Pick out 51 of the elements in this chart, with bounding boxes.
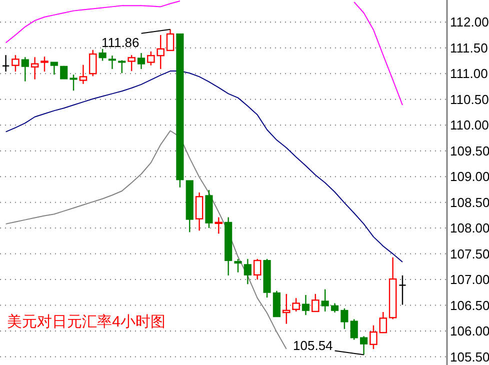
candlestick <box>214 216 223 234</box>
y-tick-label: 112.00 <box>450 14 489 30</box>
y-tick-label: 107.50 <box>450 246 489 262</box>
candlestick <box>282 293 290 324</box>
candlestick <box>350 318 358 340</box>
annotation: 105.54 <box>293 338 333 354</box>
candlestick <box>360 336 368 356</box>
candlestick <box>30 56 39 80</box>
candlestick <box>60 65 68 80</box>
candlestick <box>292 297 300 312</box>
candlestick <box>253 258 262 280</box>
y-tick-label: 111.00 <box>450 66 488 82</box>
y-tick-label: 110.00 <box>450 118 489 133</box>
candlestick <box>108 55 116 70</box>
candlestick <box>398 274 406 306</box>
candlestick <box>330 302 339 314</box>
line-series <box>5 70 403 263</box>
candlestick <box>370 324 378 350</box>
candlestick <box>340 308 348 330</box>
candlestick <box>195 192 204 232</box>
candlestick <box>79 64 88 85</box>
candlestick <box>272 290 281 318</box>
candlestick <box>379 311 388 334</box>
candlestick <box>312 293 320 312</box>
candlestick <box>21 56 29 82</box>
candlestick <box>166 28 174 52</box>
annotation: 111.86 <box>101 34 140 50</box>
y-tick-label: 111.50 <box>450 40 488 56</box>
y-tick-label: 106.00 <box>450 324 489 339</box>
y-tick-label: 105.50 <box>450 349 489 364</box>
candlestick <box>12 54 20 72</box>
candlestick <box>70 74 78 92</box>
candlestick <box>88 49 97 77</box>
candlestick <box>98 48 106 62</box>
y-tick-label: 108.00 <box>450 220 489 236</box>
candlestick <box>40 56 48 72</box>
y-tick-label: 109.50 <box>450 143 489 158</box>
y-tick-label: 108.50 <box>450 194 489 210</box>
candlestick <box>302 294 310 316</box>
y-tick-label: 110.50 <box>450 92 489 107</box>
candlestick <box>118 60 126 74</box>
y-tick-label: 106.50 <box>450 298 489 313</box>
candlestick <box>321 288 329 312</box>
candlestick <box>50 62 58 76</box>
y-tick-label: 109.00 <box>450 169 489 184</box>
candlestick <box>137 52 146 70</box>
text: 美元对日元汇率4小时图 <box>7 314 166 330</box>
candlestick <box>244 258 252 285</box>
candlestick <box>128 54 136 72</box>
candlestick <box>234 258 242 273</box>
y-tick-label: 107.00 <box>450 272 489 288</box>
